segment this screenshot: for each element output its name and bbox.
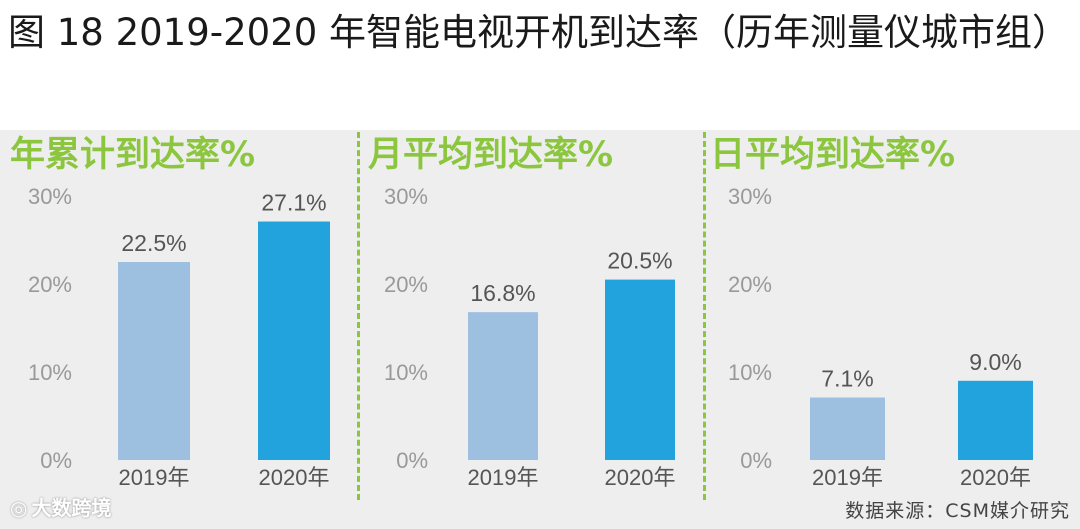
data-label: 22.5%	[121, 230, 186, 256]
y-tick-label: 20%	[728, 272, 772, 297]
y-tick-label: 30%	[728, 184, 772, 209]
y-tick-label: 30%	[28, 184, 72, 209]
data-label: 27.1%	[261, 190, 326, 216]
y-tick-label: 10%	[28, 360, 72, 385]
bar	[958, 380, 1033, 460]
panel-title-daily: 日平均到达率%	[710, 135, 956, 175]
y-tick-label: 0%	[40, 448, 72, 473]
y-tick-label: 10%	[728, 360, 772, 385]
bar	[810, 397, 885, 460]
chart-area: 年累计到达率% 0% 10% 20% 30% 22.5% 2019年 27.1% 2020年 …	[0, 130, 1080, 529]
bar	[258, 221, 330, 460]
x-tick-label: 2019年	[468, 465, 539, 490]
y-tick-label: 20%	[28, 272, 72, 297]
y-tick-label: 30%	[384, 184, 428, 209]
logo-icon: ◎	[10, 496, 28, 520]
chart-panel-daily: 日平均到达率% 0% 10% 20% 30% 7.1% 2019年 9.0% 2020年	[710, 130, 1072, 495]
bar-chart-monthly: 0% 10% 20% 30% 16.8% 2019年 20.5% 2020年	[384, 184, 676, 490]
x-tick-label: 2020年	[960, 465, 1031, 490]
y-tick-label: 20%	[384, 272, 428, 297]
y-tick-label: 0%	[396, 448, 428, 473]
data-label: 7.1%	[821, 366, 873, 392]
bar-chart-daily: 0% 10% 20% 30% 7.1% 2019年 9.0% 2020年	[728, 184, 1033, 490]
figure-title: 图 18 2019-2020 年智能电视开机到达率（历年测量仪城市组）	[8, 11, 1070, 54]
x-tick-label: 2019年	[812, 465, 883, 490]
watermark-text: 大数跨境	[31, 496, 112, 520]
panel-title-monthly: 月平均到达率%	[368, 135, 614, 175]
data-label: 20.5%	[607, 248, 672, 274]
chart-panel-monthly: 月平均到达率% 0% 10% 20% 30% 16.8% 2019年 20.5% 2020年	[368, 130, 703, 495]
panel-title-annual: 年累计到达率%	[10, 135, 256, 175]
watermark: ◎ 大数跨境	[10, 492, 111, 521]
chart-panel-annual: 年累计到达率% 0% 10% 20% 30% 22.5% 2019年 27.1% 2020年	[10, 130, 355, 495]
panel-divider	[703, 132, 706, 500]
y-tick-label: 10%	[384, 360, 428, 385]
bar-chart-annual: 0% 10% 20% 30% 22.5% 2019年 27.1% 2020年	[28, 184, 330, 490]
data-label: 9.0%	[969, 349, 1021, 375]
bar	[605, 279, 675, 460]
bar	[118, 262, 190, 460]
panel-divider	[357, 132, 360, 500]
x-tick-label: 2020年	[605, 465, 676, 490]
x-tick-label: 2020年	[259, 465, 330, 490]
data-label: 16.8%	[470, 280, 535, 306]
y-tick-label: 0%	[740, 448, 772, 473]
x-tick-label: 2019年	[119, 465, 190, 490]
bar	[468, 312, 538, 460]
source-note: 数据来源：CSM媒介研究	[845, 500, 1070, 522]
